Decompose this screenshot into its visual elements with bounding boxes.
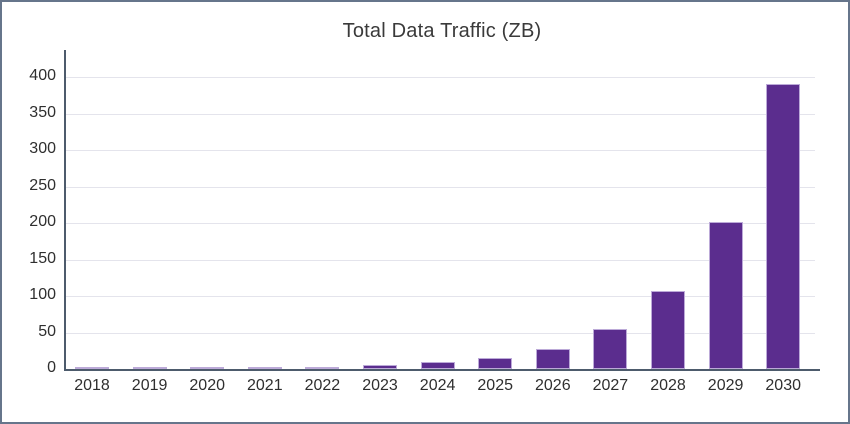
y-tick-label-150: 150 (29, 249, 56, 267)
x-tick-label-2020: 2020 (189, 377, 225, 394)
bar-2030 (766, 84, 801, 369)
x-axis-line (64, 369, 820, 371)
bar-2018 (75, 367, 109, 370)
y-tick-label-0: 0 (47, 359, 56, 376)
bar-2024 (420, 362, 455, 369)
gridline-350 (64, 113, 815, 115)
x-tick-label-2018: 2018 (74, 377, 110, 394)
gridline-250 (64, 186, 815, 188)
y-tick-label-200: 200 (29, 213, 56, 230)
y-tick-label-400: 400 (29, 67, 56, 84)
y-tick-label-250: 250 (29, 176, 56, 194)
bar-2019 (132, 367, 167, 370)
x-tick-label-2019: 2019 (131, 377, 168, 394)
bar-2022 (305, 366, 340, 369)
x-tick-label-2021: 2021 (247, 377, 283, 394)
y-tick-label-50: 50 (38, 322, 56, 340)
x-tick-label-2030: 2030 (765, 377, 801, 394)
bar-2025 (478, 358, 513, 369)
y-tick-label-100: 100 (29, 286, 56, 303)
x-tick-label-2026: 2026 (535, 377, 571, 394)
bar-2020 (190, 367, 225, 370)
gridline-100 (64, 296, 815, 297)
y-tick-label-300: 300 (29, 140, 56, 157)
x-tick-label-2027: 2027 (592, 377, 629, 394)
x-tick-label-2025: 2025 (477, 377, 513, 394)
x-tick-label-2024: 2024 (419, 377, 456, 394)
y-axis-line (64, 50, 66, 371)
x-tick-label-2022: 2022 (304, 377, 341, 394)
gridline-400 (64, 77, 815, 78)
bar-2021 (247, 367, 282, 370)
gridline-50 (64, 332, 815, 334)
bar-2023 (363, 364, 397, 369)
gridline-300 (64, 150, 815, 151)
gridline-150 (64, 259, 815, 261)
x-tick-label-2028: 2028 (650, 377, 686, 394)
bar-2026 (535, 348, 570, 369)
x-tick-label-2029: 2029 (707, 377, 744, 394)
bar-2027 (593, 328, 628, 369)
y-tick-label-350: 350 (29, 103, 56, 121)
bar-2029 (708, 222, 743, 369)
gridline-200 (64, 223, 815, 224)
chart-title: Total Data Traffic (ZB) (342, 20, 542, 42)
x-tick-label-2023: 2023 (362, 377, 398, 394)
bar-2028 (651, 290, 685, 369)
